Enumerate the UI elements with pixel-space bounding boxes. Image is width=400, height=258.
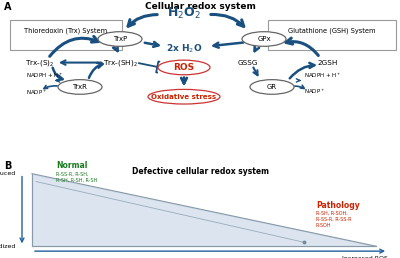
Text: Pathology: Pathology xyxy=(316,201,360,210)
Text: NADP$^+$: NADP$^+$ xyxy=(26,88,47,97)
Text: TrxP: TrxP xyxy=(113,36,127,42)
Text: NADPH + H$^+$: NADPH + H$^+$ xyxy=(26,71,64,80)
Polygon shape xyxy=(32,174,376,246)
Ellipse shape xyxy=(242,32,286,46)
Text: 2GSH: 2GSH xyxy=(318,60,338,66)
Text: Normal: Normal xyxy=(56,161,87,170)
Text: GSSG: GSSG xyxy=(238,60,258,66)
Text: Trx-(SH)$_2$: Trx-(SH)$_2$ xyxy=(103,58,137,68)
Text: B: B xyxy=(4,161,11,171)
Text: R-SS-R, R-SH,
R-SH, R-SH, R-SH: R-SS-R, R-SH, R-SH, R-SH, R-SH xyxy=(56,172,97,183)
FancyBboxPatch shape xyxy=(10,20,122,50)
Text: Increased ROS: Increased ROS xyxy=(342,256,388,258)
Text: TrxR: TrxR xyxy=(72,84,88,90)
Text: ROS: ROS xyxy=(174,63,194,72)
Text: Oxidized: Oxidized xyxy=(0,244,16,249)
Ellipse shape xyxy=(58,80,102,94)
Text: Reduced: Reduced xyxy=(0,171,16,176)
Text: Thioredoxin (Trx) System: Thioredoxin (Trx) System xyxy=(24,28,108,34)
Text: Oxidative stress: Oxidative stress xyxy=(152,94,216,100)
Text: Cellular redox system: Cellular redox system xyxy=(144,2,256,11)
Text: NADPH + H$^+$: NADPH + H$^+$ xyxy=(304,71,342,80)
Ellipse shape xyxy=(158,60,210,75)
Ellipse shape xyxy=(148,90,220,104)
Text: Glutathione (GSH) System: Glutathione (GSH) System xyxy=(288,28,376,34)
Text: A: A xyxy=(4,2,12,12)
Text: R-SH, R-SOH,
R-SS-R, R-SS-R
R-SOH: R-SH, R-SOH, R-SS-R, R-SS-R R-SOH xyxy=(316,211,352,228)
Text: H$_2$O$_2$: H$_2$O$_2$ xyxy=(167,5,201,21)
Text: 2x H$_2$O: 2x H$_2$O xyxy=(166,43,202,55)
Ellipse shape xyxy=(250,80,294,94)
Text: Trx-(S)$_2$: Trx-(S)$_2$ xyxy=(25,58,55,68)
Text: GR: GR xyxy=(267,84,277,90)
Text: Defective cellular redox system: Defective cellular redox system xyxy=(132,167,268,176)
Text: GPx: GPx xyxy=(257,36,271,42)
Ellipse shape xyxy=(98,32,142,46)
FancyBboxPatch shape xyxy=(268,20,396,50)
Text: NADP$^+$: NADP$^+$ xyxy=(304,87,325,96)
